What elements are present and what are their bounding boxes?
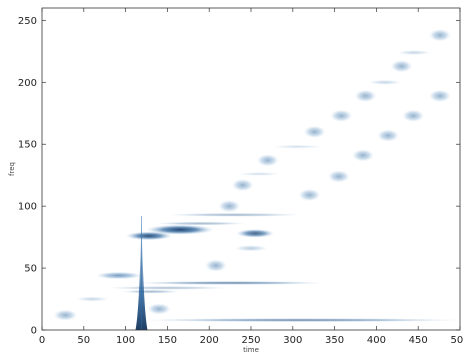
blob-mark [147,303,171,315]
streak-mark [236,229,274,238]
x-tick-label: 350 [325,335,344,346]
x-tick-label: 250 [241,335,260,346]
y-tick-label: 250 [18,16,37,27]
y-tick-label: 200 [18,78,37,89]
blob-mark [377,129,399,142]
y-axis-label: freq [8,162,16,176]
streak-mark [154,221,247,226]
x-tick-label: 100 [116,335,135,346]
axis-ticks: 0 50 100 150 200 250 300 350 400 450 500 0 50 100 150 2… [18,8,463,346]
x-axis-label: time [243,346,259,354]
blob-mark [390,60,413,73]
blob-mark [95,271,142,280]
blob-mark [53,309,78,321]
blob-mark [429,89,451,103]
x-tick-label: 450 [409,335,428,346]
streak-mark [121,289,180,294]
blob-mark [298,188,321,202]
y-tick-label: 100 [18,202,37,213]
x-tick-label: 150 [158,335,177,346]
x-tick-label: 500 [450,335,463,346]
blob-mark [231,178,254,192]
y-tick-label: 150 [18,140,37,151]
plot-area [53,29,460,330]
blob-mark [303,125,326,139]
blob-mark [429,29,451,42]
blob-mark [238,172,281,176]
blob-mark [368,79,402,85]
blob-mark [256,154,279,167]
blob-mark [75,296,109,302]
x-tick-label: 50 [77,335,90,346]
blob-mark [218,199,241,213]
y-tick-label: 50 [24,264,37,275]
streak-mark [165,212,304,217]
blob-mark [402,109,425,122]
axis-labels: time freq [8,162,259,354]
x-tick-label: 200 [200,335,219,346]
x-tick-label: 300 [283,335,302,346]
x-tick-label: 400 [367,335,386,346]
blob-mark [234,245,268,252]
x-tick-label: 0 [39,335,45,346]
streak-mark [138,318,460,322]
blob-mark [397,50,431,56]
blob-mark [271,144,323,149]
blob-mark [205,259,227,272]
y-tick-label: 0 [31,326,37,337]
streak-mark [146,224,214,235]
blob-mark [352,149,374,162]
blob-mark [354,89,377,103]
spike-mark [135,216,148,330]
streak-mark [104,286,231,290]
blob-mark [330,109,353,122]
streak-mark [133,281,327,285]
blob-mark [327,170,350,183]
